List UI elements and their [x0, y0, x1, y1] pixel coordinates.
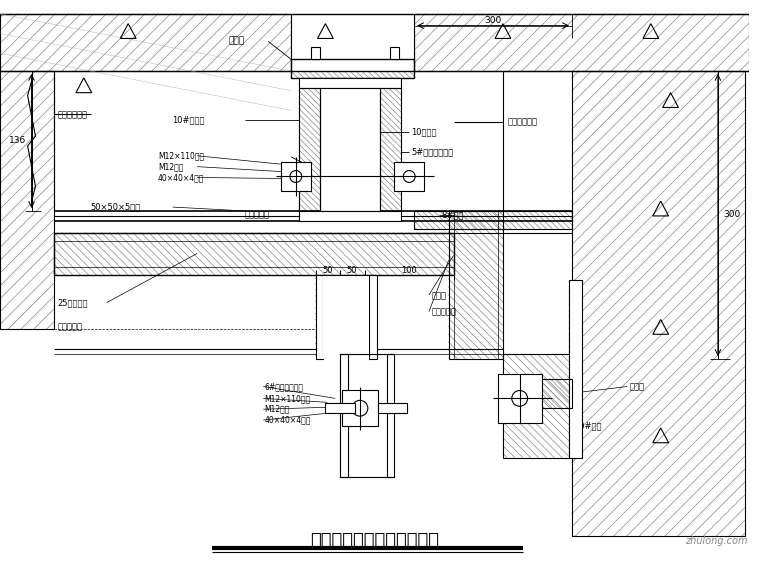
Text: 预埋件: 预埋件: [629, 382, 644, 391]
Text: 泡沫棒填充: 泡沫棒填充: [432, 307, 457, 316]
Bar: [498, 374, 543, 423]
Bar: [291, 14, 414, 71]
Bar: [325, 404, 355, 413]
Text: 5#聚苯板贴石板: 5#聚苯板贴石板: [411, 147, 454, 156]
Text: 尺寸控制线: 尺寸控制线: [57, 322, 82, 331]
Bar: [414, 14, 749, 71]
Bar: [454, 211, 498, 359]
Bar: [340, 354, 348, 477]
Text: 136: 136: [9, 136, 27, 145]
Text: 100: 100: [401, 265, 417, 275]
Text: 土建结构边线: 土建结构边线: [508, 118, 538, 127]
Bar: [348, 354, 387, 477]
Text: 40×40×4垫片: 40×40×4垫片: [158, 173, 204, 182]
Bar: [299, 78, 401, 88]
Text: 300: 300: [723, 211, 740, 220]
Text: 不锈钢挂件: 不锈钢挂件: [245, 211, 270, 220]
Text: zhulong.com: zhulong.com: [686, 537, 748, 546]
Bar: [537, 379, 572, 408]
Text: 40×40×4垫片: 40×40×4垫片: [264, 415, 311, 424]
Text: 6#不锈钢连接件: 6#不锈钢连接件: [264, 382, 303, 391]
Bar: [54, 71, 572, 534]
Bar: [321, 88, 380, 211]
Text: 10号槽钢: 10号槽钢: [347, 337, 372, 346]
Text: 300: 300: [484, 16, 502, 25]
Bar: [342, 391, 378, 426]
Text: 50: 50: [347, 265, 357, 275]
Bar: [448, 211, 503, 359]
Bar: [299, 88, 321, 211]
Bar: [315, 275, 324, 359]
Text: M12×110螺栓: M12×110螺栓: [264, 394, 310, 403]
Text: 10号槽钢: 10号槽钢: [411, 127, 437, 136]
Text: M12×110螺栓: M12×110螺栓: [158, 151, 204, 160]
Bar: [390, 48, 399, 59]
Bar: [572, 71, 745, 537]
Bar: [311, 48, 321, 59]
Bar: [291, 59, 414, 78]
Bar: [387, 354, 394, 477]
Text: M12螺母: M12螺母: [264, 405, 290, 414]
Text: 50: 50: [322, 265, 333, 275]
Bar: [378, 404, 407, 413]
Text: 50×50×5角钢: 50×50×5角钢: [90, 203, 141, 212]
Bar: [369, 275, 377, 359]
Text: 10#钢板: 10#钢板: [574, 422, 601, 431]
Text: 25厚磨光石: 25厚磨光石: [57, 298, 87, 307]
Bar: [0, 71, 54, 329]
Bar: [299, 211, 401, 221]
Bar: [503, 354, 570, 457]
Bar: [281, 162, 311, 191]
Bar: [54, 233, 454, 275]
Bar: [380, 88, 401, 211]
Bar: [324, 275, 369, 359]
Bar: [569, 280, 582, 457]
Bar: [414, 211, 572, 229]
Text: 耐候胶: 耐候胶: [432, 291, 447, 301]
Text: 土建结构边线: 土建结构边线: [57, 110, 87, 119]
Text: M12螺母: M12螺母: [158, 162, 183, 171]
Bar: [0, 14, 291, 71]
Bar: [394, 162, 424, 191]
Text: 10#连接件: 10#连接件: [173, 116, 205, 125]
Text: 干挂石材竖向主节点大样图: 干挂石材竖向主节点大样图: [310, 533, 439, 550]
Text: 8#岩板: 8#岩板: [442, 211, 464, 220]
Text: 预埋件: 预埋件: [229, 36, 245, 45]
